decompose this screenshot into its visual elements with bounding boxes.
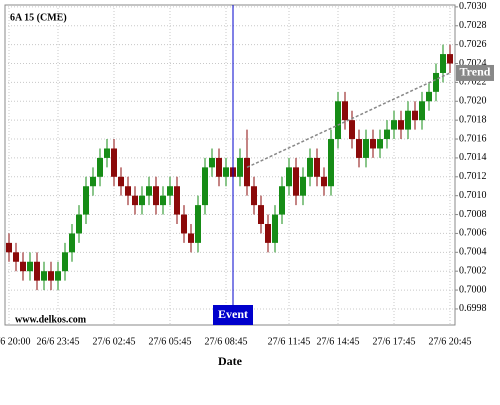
candle-body bbox=[314, 157, 320, 177]
event-label: Event bbox=[218, 307, 248, 321]
candle-body bbox=[111, 148, 117, 177]
candle-body bbox=[181, 214, 187, 234]
y-tick-label: 0.7022 bbox=[459, 77, 487, 88]
candle-body bbox=[272, 214, 278, 243]
candle-body bbox=[412, 110, 418, 121]
candle-body bbox=[440, 54, 446, 73]
candle-body bbox=[307, 157, 313, 177]
y-tick-label: 0.7000 bbox=[459, 284, 487, 295]
candle-body bbox=[447, 54, 453, 64]
x-tick-label: 27/6 17:45 bbox=[372, 336, 415, 347]
y-tick-label: 0.7010 bbox=[459, 190, 487, 201]
y-tick-label: 0.7004 bbox=[459, 247, 487, 258]
candle-body bbox=[90, 176, 96, 187]
candle-body bbox=[321, 176, 327, 187]
y-tick-label: 0.7008 bbox=[459, 209, 487, 220]
x-tick-label: 26/6 23:45 bbox=[36, 336, 79, 347]
x-tick-label: 27/6 08:45 bbox=[204, 336, 247, 347]
y-tick-label: 0.6998 bbox=[459, 303, 487, 314]
candle-body bbox=[160, 195, 166, 206]
candle-body bbox=[195, 205, 201, 243]
y-tick-label: 0.7028 bbox=[459, 20, 487, 31]
candle-body bbox=[69, 233, 75, 253]
y-tick-label: 0.7024 bbox=[459, 58, 487, 69]
x-tick-label: 26/6 20:00 bbox=[0, 336, 31, 347]
candle-body bbox=[48, 271, 54, 281]
x-tick-label: 27/6 20:45 bbox=[428, 336, 471, 347]
candle-body bbox=[209, 157, 215, 168]
y-tick-label: 0.7018 bbox=[459, 114, 487, 125]
candle-body bbox=[300, 176, 306, 196]
candle-body bbox=[104, 148, 110, 158]
y-tick-label: 0.7006 bbox=[459, 228, 487, 239]
trend-label: Trend bbox=[460, 65, 491, 79]
candle-body bbox=[356, 139, 362, 158]
candle-body bbox=[20, 261, 26, 272]
candle-body bbox=[398, 120, 404, 130]
candle-body bbox=[55, 271, 61, 281]
y-tick-label: 0.7030 bbox=[459, 1, 487, 12]
candle-body bbox=[405, 110, 411, 130]
x-axis-label: Date bbox=[218, 354, 243, 368]
candle-body bbox=[251, 186, 257, 206]
y-tick-label: 0.7014 bbox=[459, 152, 487, 163]
candle-body bbox=[349, 120, 355, 140]
y-tick-label: 0.7020 bbox=[459, 96, 487, 107]
candle-body bbox=[377, 139, 383, 149]
chart-title: 6A 15 (CME) bbox=[10, 12, 67, 23]
candle-body bbox=[132, 195, 138, 206]
candle-body bbox=[279, 186, 285, 215]
candle-body bbox=[293, 167, 299, 196]
candle-body bbox=[83, 186, 89, 215]
trend-label-box bbox=[456, 64, 494, 81]
candle-body bbox=[153, 186, 159, 206]
candle-body bbox=[223, 167, 229, 177]
event-label-box bbox=[213, 305, 253, 325]
candle-body bbox=[188, 233, 194, 243]
x-tick-label: 27/6 14:45 bbox=[316, 336, 359, 347]
candle-body bbox=[335, 101, 341, 140]
candle-body bbox=[237, 157, 243, 177]
candle-body bbox=[328, 139, 334, 187]
candle-body bbox=[419, 101, 425, 121]
candle-body bbox=[244, 157, 250, 187]
candle-body bbox=[342, 101, 348, 121]
candle-body bbox=[167, 186, 173, 196]
candle-body bbox=[174, 186, 180, 215]
candle-body bbox=[384, 129, 390, 140]
x-tick-label: 27/6 11:45 bbox=[268, 336, 311, 347]
trend-line bbox=[246, 72, 451, 169]
candle-body bbox=[202, 167, 208, 206]
candle-body bbox=[146, 186, 152, 196]
x-tick-label: 27/6 05:45 bbox=[148, 336, 191, 347]
candle-body bbox=[6, 242, 12, 253]
y-tick-label: 0.7012 bbox=[459, 171, 487, 182]
plot-frame bbox=[4, 4, 456, 326]
candle-body bbox=[363, 139, 369, 158]
x-tick-label: 27/6 02:45 bbox=[92, 336, 135, 347]
candle-body bbox=[118, 176, 124, 187]
candle-body bbox=[370, 139, 376, 149]
candle-body bbox=[62, 252, 68, 272]
watermark: www.delkos.com bbox=[15, 314, 87, 325]
candle-body bbox=[433, 72, 439, 92]
candle-body bbox=[265, 223, 271, 243]
y-tick-label: 0.7026 bbox=[459, 39, 487, 50]
candle-body bbox=[41, 271, 47, 281]
y-tick-label: 0.7016 bbox=[459, 133, 487, 144]
candle-body bbox=[216, 157, 222, 177]
candle-body bbox=[139, 195, 145, 206]
candle-body bbox=[97, 157, 103, 177]
y-tick-label: 0.7002 bbox=[459, 265, 487, 276]
candle-body bbox=[286, 167, 292, 187]
candle-body bbox=[76, 214, 82, 234]
candle-body bbox=[426, 91, 432, 102]
candle-body bbox=[34, 261, 40, 281]
candle-body bbox=[258, 205, 264, 224]
candle-body bbox=[391, 120, 397, 130]
candle-body bbox=[27, 261, 33, 272]
candle-body bbox=[125, 186, 131, 196]
candle-body bbox=[13, 252, 19, 262]
